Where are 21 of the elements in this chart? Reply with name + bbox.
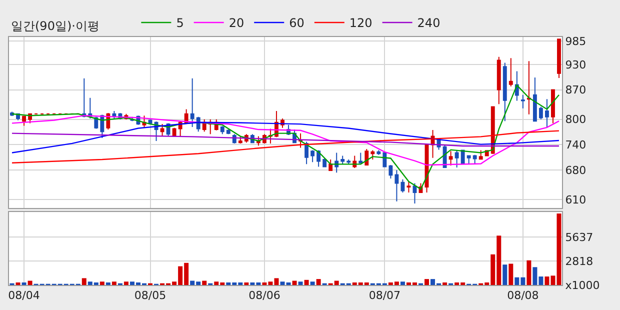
x-tick-label: 08/07: [368, 289, 401, 302]
legend-label: 5: [176, 16, 184, 30]
legend-label: 20: [228, 16, 244, 30]
y-tick-label: 680: [565, 164, 586, 177]
y-tick-label: 870: [565, 84, 586, 97]
y-tick-label: 985: [565, 35, 586, 48]
x-tick-label: 08/08: [507, 289, 539, 302]
legend-label: 240: [417, 16, 440, 30]
x-tick-label: 08/04: [8, 289, 40, 302]
y-tick-label: x1000: [565, 278, 600, 292]
x-tick-label: 08/06: [248, 289, 280, 302]
chart-title: 일간(90일)·이평: [11, 19, 100, 33]
y-tick-label: 740: [565, 138, 586, 152]
y-tick-label: 2818: [565, 254, 594, 268]
legend-label: 120: [349, 16, 372, 30]
y-tick-label: 800: [565, 113, 586, 126]
x-tick-label: 08/05: [134, 289, 166, 302]
legend-label: 60: [289, 16, 304, 30]
y-tick-label: 930: [565, 58, 586, 72]
y-tick-label: 610: [565, 194, 586, 207]
y-tick-label: 5637: [565, 230, 594, 244]
